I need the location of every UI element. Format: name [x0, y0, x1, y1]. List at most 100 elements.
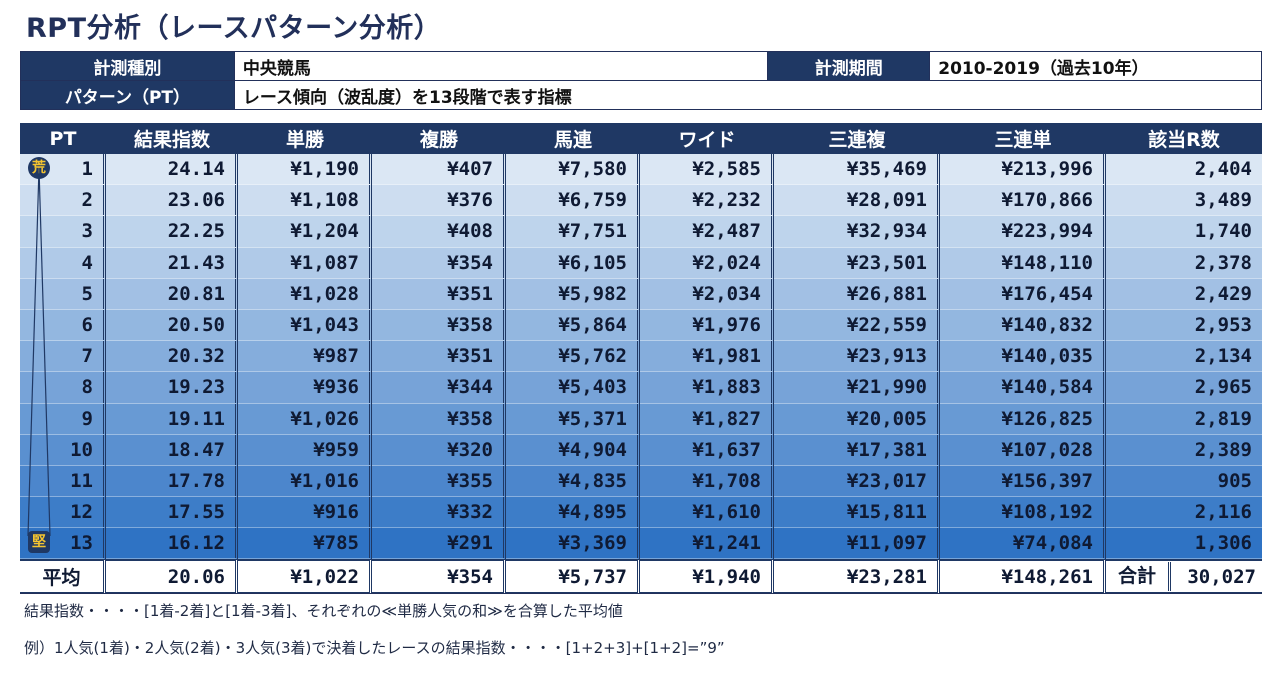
cell-text: ¥7,580 — [558, 158, 627, 181]
cell-text: 19.23 — [167, 376, 225, 399]
rpt-table: PT 結果指数 単勝 複勝 馬連 ワイド 三連複 三連単 該当R数 1 荒 24.1… — [20, 123, 1262, 595]
cell-text: 22.25 — [167, 220, 225, 243]
cell-text: ¥1,043 — [290, 314, 359, 337]
cell-trio: ¥23,017 — [774, 465, 940, 498]
cell-quinella: ¥4,835 — [506, 465, 640, 498]
cell-text: ¥170,866 — [1001, 189, 1093, 212]
cell-text: ¥354 — [447, 251, 493, 274]
cell-trifecta: ¥223,994 — [940, 216, 1106, 248]
cell-wide: ¥1,981 — [640, 341, 774, 373]
cell-race-count: 905 — [1106, 465, 1262, 498]
cell-text: ¥2,585 — [692, 158, 761, 181]
cell-pt: 8 — [20, 372, 106, 404]
cell-trio: ¥35,469 — [774, 154, 940, 186]
cell-trio: ¥26,881 — [774, 278, 940, 310]
cell-text: ¥4,895 — [558, 501, 627, 524]
cell-pt: 5 — [20, 278, 106, 310]
cell-quinella: ¥3,369 — [506, 528, 640, 560]
cell-place: ¥355 — [372, 465, 506, 498]
cell-result-index: 23.06 — [106, 185, 238, 217]
cell-text: ¥2,232 — [692, 189, 761, 212]
cell-text: 4 — [81, 251, 93, 274]
cell-pt: 7 — [20, 341, 106, 373]
cell-text: ¥2,024 — [692, 251, 761, 274]
measure-type-label: 計測種別 — [20, 51, 235, 81]
cell-text: 6 — [81, 314, 93, 337]
cell-quinella: ¥5,371 — [506, 403, 640, 435]
cell-result-index: 24.14 — [106, 154, 238, 186]
cell-text: ¥358 — [447, 407, 493, 430]
stable-badge-icon: 堅 — [28, 531, 50, 554]
cell-pt: 12 — [20, 497, 106, 529]
cell-text: ¥916 — [313, 501, 359, 524]
cell-result-index: 20.32 — [106, 341, 238, 373]
cell-wide: ¥2,034 — [640, 278, 774, 310]
cell-pt: 4 — [20, 247, 106, 279]
table-row: 12 17.55 ¥916 ¥332 ¥4,895 ¥1,610 ¥15,811 ¥108,1… — [20, 497, 1262, 529]
average-cell: ¥5,737 — [506, 559, 640, 595]
cell-text: ¥332 — [447, 501, 493, 524]
cell-wide: ¥2,487 — [640, 216, 774, 248]
cell-race-count: 1,740 — [1106, 216, 1262, 248]
cell-text: ¥291 — [447, 532, 493, 555]
cell-text: ¥1,610 — [692, 501, 761, 524]
cell-text: ¥1,976 — [692, 314, 761, 337]
average-cell: ¥1,940 — [640, 559, 774, 595]
cell-quinella: ¥4,904 — [506, 434, 640, 466]
cell-text: ¥6,105 — [558, 251, 627, 274]
info-table: 計測種別 中央競馬 計測期間 2010-2019（過去10年） パターン（PT）… — [20, 51, 1263, 110]
cell-text: ¥23,501 — [846, 251, 927, 274]
cell-win: ¥1,190 — [238, 154, 372, 186]
table-row: 1 荒 24.14 ¥1,190 ¥407 ¥7,580 ¥2,585 ¥35,469 ¥213… — [20, 154, 1262, 186]
cell-text: ¥28,091 — [846, 189, 927, 212]
cell-text: ¥108,192 — [1001, 501, 1093, 524]
cell-place: ¥351 — [372, 278, 506, 310]
cell-race-count: 2,404 — [1106, 154, 1262, 186]
cell-text: 2,953 — [1194, 314, 1252, 337]
cell-text: 5 — [81, 282, 93, 305]
cell-text: ¥6,759 — [558, 189, 627, 212]
cell-text: ¥2,487 — [692, 220, 761, 243]
cell-trio: ¥22,559 — [774, 309, 940, 342]
volatile-badge-icon: 荒 — [28, 157, 50, 179]
cell-text: ¥785 — [313, 532, 359, 555]
cell-trifecta: ¥176,454 — [940, 278, 1106, 310]
cell-place: ¥291 — [372, 528, 506, 560]
cell-text: 16.12 — [167, 532, 225, 555]
cell-quinella: ¥4,895 — [506, 497, 640, 529]
cell-text: ¥2,034 — [692, 282, 761, 305]
cell-text: ¥1,204 — [290, 220, 359, 243]
cell-text: ¥1,981 — [692, 345, 761, 368]
cell-quinella: ¥6,105 — [506, 247, 640, 279]
cell-wide: ¥1,610 — [640, 497, 774, 529]
cell-text: 2,429 — [1194, 282, 1252, 305]
cell-text: ¥5,864 — [558, 314, 627, 337]
cell-quinella: ¥5,982 — [506, 278, 640, 310]
cell-text: ¥156,397 — [1001, 469, 1093, 492]
cell-text: ¥1,637 — [692, 438, 761, 461]
cell-text: ¥1,028 — [290, 282, 359, 305]
cell-trifecta: ¥148,110 — [940, 247, 1106, 279]
cell-text: ¥320 — [447, 438, 493, 461]
table-row: 4 21.43 ¥1,087 ¥354 ¥6,105 ¥2,024 ¥23,501 ¥148,… — [20, 247, 1262, 279]
average-label: 平均 — [20, 559, 106, 595]
cell-pt: 3 — [20, 216, 106, 248]
cell-text: ¥1,026 — [290, 407, 359, 430]
table-row: 7 20.32 ¥987 ¥351 ¥5,762 ¥1,981 ¥23,913 ¥140,03… — [20, 341, 1262, 373]
header-wide: ワイド — [640, 123, 774, 154]
cell-wide: ¥1,883 — [640, 372, 774, 404]
header-result-index: 結果指数 — [106, 123, 238, 154]
total-label: 合計 — [1106, 562, 1171, 592]
cell-text: ¥126,825 — [1001, 407, 1093, 430]
cell-wide: ¥2,024 — [640, 247, 774, 279]
cell-win: ¥959 — [238, 434, 372, 466]
cell-text: ¥213,996 — [1001, 158, 1093, 181]
cell-win: ¥1,087 — [238, 247, 372, 279]
cell-text: 1,740 — [1194, 220, 1252, 243]
cell-text: 2,965 — [1194, 376, 1252, 399]
total-value: 30,027 — [1187, 565, 1256, 588]
cell-text: 2,404 — [1194, 158, 1252, 181]
cell-trifecta: ¥156,397 — [940, 465, 1106, 498]
cell-text: ¥140,832 — [1001, 314, 1093, 337]
cell-pt: 2 — [20, 185, 106, 217]
